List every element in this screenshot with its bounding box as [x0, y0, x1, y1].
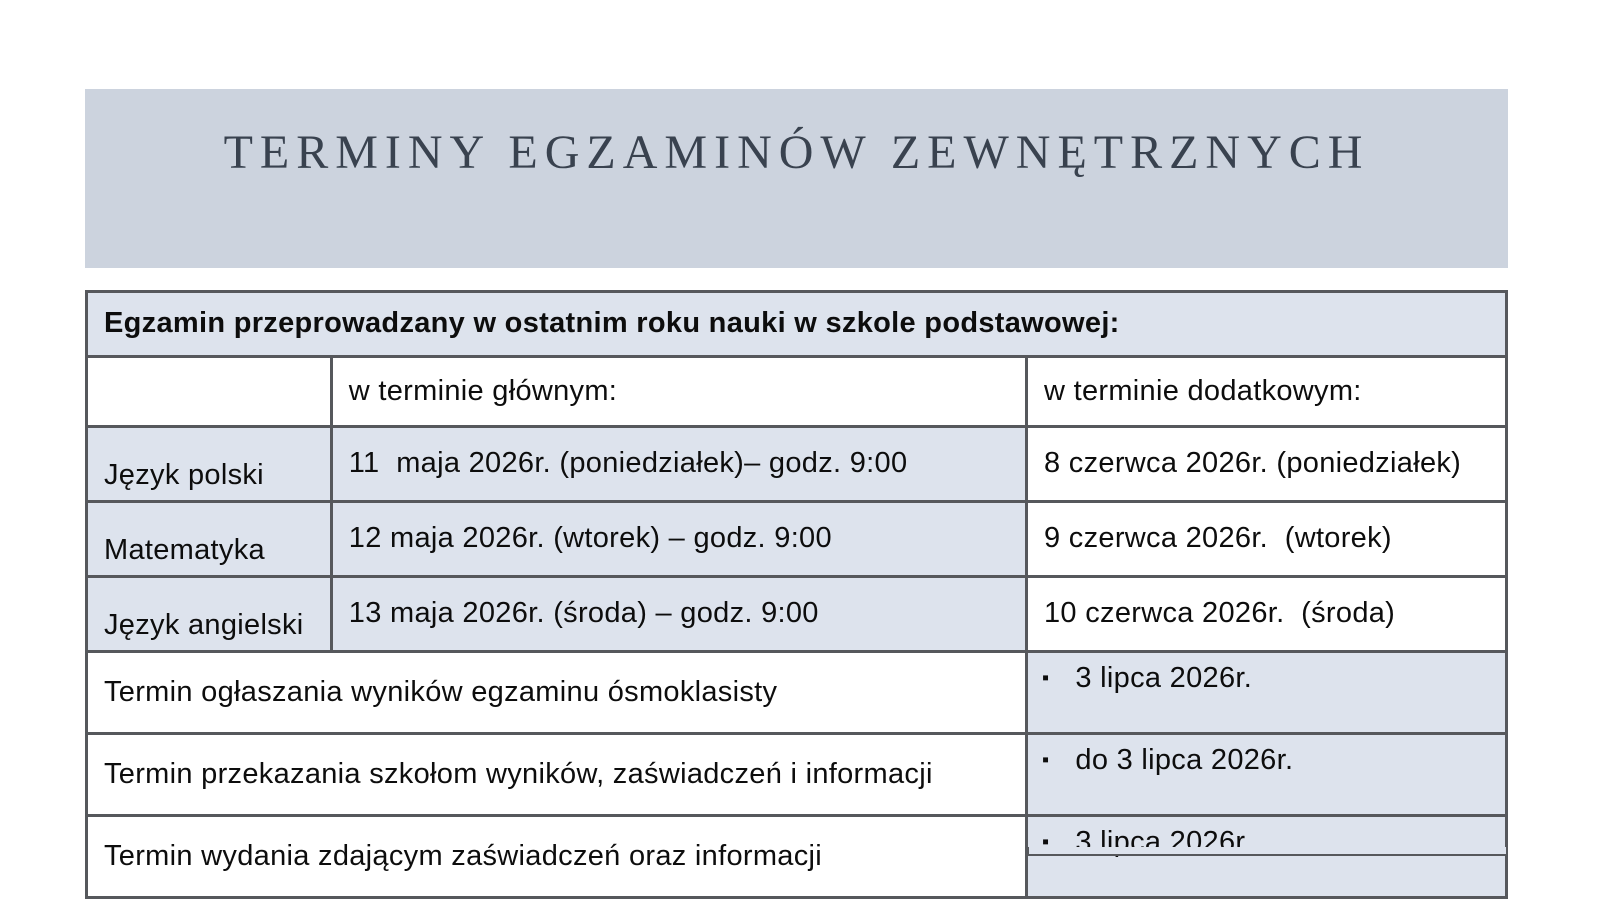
subject-name: Język angielski — [85, 575, 333, 653]
table-row-certificates-issue: Termin wydania zdającym zaświadczeń oraz… — [85, 814, 1508, 899]
table-row-results-to-schools: Termin przekazania szkołom wyników, zaśw… — [85, 732, 1508, 817]
deadline-date-cell: ▪ 3 lipca 2026r. — [1025, 650, 1508, 735]
square-bullet-icon: ▪ — [1042, 831, 1050, 853]
main-term-date: 13 maja 2026r. (środa) – godz. 9:00 — [329, 575, 1029, 653]
table-row-math: Matematyka 12 maja 2026r. (wtorek) – god… — [85, 500, 1508, 578]
deadline-label: Termin ogłaszania wyników egzaminu ósmok… — [85, 650, 1028, 735]
table-row-english: Język angielski 13 maja 2026r. (środa) –… — [85, 575, 1508, 653]
column-labels-row: w terminie głównym: w terminie dodatkowy… — [85, 355, 1508, 428]
square-bullet-icon: ▪ — [1042, 749, 1050, 771]
deadline-date: 3 lipca 2026r. — [1075, 826, 1253, 858]
slide-title: TERMINY EGZAMINÓW ZEWNĘTRZNYCH — [223, 126, 1370, 179]
main-term-date: 11 maja 2026r. (poniedziałek)– godz. 9:0… — [329, 425, 1029, 503]
exam-schedule-table: Egzamin przeprowadzany w ostatnim roku n… — [85, 290, 1508, 899]
table-header-row: Egzamin przeprowadzany w ostatnim roku n… — [85, 290, 1508, 358]
title-band: TERMINY EGZAMINÓW ZEWNĘTRZNYCH — [85, 89, 1508, 268]
main-term-column-label: w terminie głównym: — [329, 355, 1029, 428]
additional-term-date: 9 czerwca 2026r. (wtorek) — [1025, 500, 1508, 578]
table-row-polish: Język polski 11 maja 2026r. (poniedziałe… — [85, 425, 1508, 503]
right-column-overhang — [1027, 847, 1508, 856]
deadline-date: 3 lipca 2026r. — [1075, 662, 1253, 694]
deadline-label: Termin przekazania szkołom wyników, zaśw… — [85, 732, 1028, 817]
deadline-date: do 3 lipca 2026r. — [1075, 744, 1294, 776]
subject-name: Matematyka — [85, 500, 333, 578]
subject-name: Język polski — [85, 425, 333, 503]
empty-corner-cell — [85, 355, 333, 428]
table-row-results-announcement: Termin ogłaszania wyników egzaminu ósmok… — [85, 650, 1508, 735]
deadline-date-cell: ▪ 3 lipca 2026r. — [1025, 814, 1508, 899]
main-term-date: 12 maja 2026r. (wtorek) – godz. 9:00 — [329, 500, 1029, 578]
additional-term-date: 10 czerwca 2026r. (środa) — [1025, 575, 1508, 653]
deadline-label: Termin wydania zdającym zaświadczeń oraz… — [85, 814, 1028, 899]
square-bullet-icon: ▪ — [1042, 667, 1050, 689]
table-header-title: Egzamin przeprowadzany w ostatnim roku n… — [85, 290, 1508, 358]
deadline-date-cell: ▪ do 3 lipca 2026r. — [1025, 732, 1508, 817]
additional-term-column-label: w terminie dodatkowym: — [1025, 355, 1508, 428]
additional-term-date: 8 czerwca 2026r. (poniedziałek) — [1025, 425, 1508, 503]
